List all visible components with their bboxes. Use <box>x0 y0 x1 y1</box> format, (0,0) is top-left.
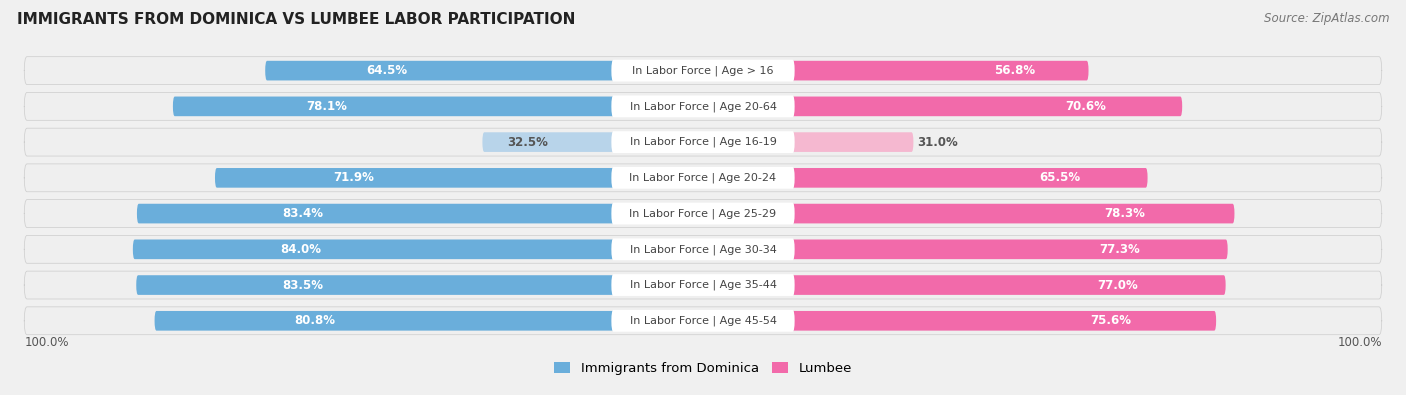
FancyBboxPatch shape <box>24 164 1382 192</box>
Text: 31.0%: 31.0% <box>917 135 957 149</box>
Text: In Labor Force | Age 45-54: In Labor Force | Age 45-54 <box>630 316 776 326</box>
FancyBboxPatch shape <box>155 311 703 331</box>
Text: 70.6%: 70.6% <box>1064 100 1105 113</box>
FancyBboxPatch shape <box>703 311 1216 331</box>
FancyBboxPatch shape <box>612 239 794 260</box>
Text: In Labor Force | Age 16-19: In Labor Force | Age 16-19 <box>630 137 776 147</box>
FancyBboxPatch shape <box>482 132 703 152</box>
Text: 100.0%: 100.0% <box>1337 337 1382 350</box>
FancyBboxPatch shape <box>703 275 1226 295</box>
Text: In Labor Force | Age 20-64: In Labor Force | Age 20-64 <box>630 101 776 112</box>
FancyBboxPatch shape <box>703 239 1227 259</box>
FancyBboxPatch shape <box>266 61 703 81</box>
FancyBboxPatch shape <box>703 132 914 152</box>
FancyBboxPatch shape <box>612 131 794 153</box>
Text: 64.5%: 64.5% <box>366 64 406 77</box>
FancyBboxPatch shape <box>703 61 1088 81</box>
FancyBboxPatch shape <box>24 128 1382 156</box>
FancyBboxPatch shape <box>703 204 1234 224</box>
FancyBboxPatch shape <box>24 235 1382 263</box>
Text: 84.0%: 84.0% <box>280 243 321 256</box>
FancyBboxPatch shape <box>215 168 703 188</box>
FancyBboxPatch shape <box>703 168 1147 188</box>
FancyBboxPatch shape <box>612 274 794 296</box>
FancyBboxPatch shape <box>612 96 794 117</box>
Text: 56.8%: 56.8% <box>994 64 1036 77</box>
Text: 83.4%: 83.4% <box>283 207 323 220</box>
Text: IMMIGRANTS FROM DOMINICA VS LUMBEE LABOR PARTICIPATION: IMMIGRANTS FROM DOMINICA VS LUMBEE LABOR… <box>17 12 575 27</box>
Text: In Labor Force | Age 30-34: In Labor Force | Age 30-34 <box>630 244 776 254</box>
Text: 75.6%: 75.6% <box>1090 314 1132 327</box>
Text: 100.0%: 100.0% <box>24 337 69 350</box>
Text: In Labor Force | Age 25-29: In Labor Force | Age 25-29 <box>630 208 776 219</box>
FancyBboxPatch shape <box>173 96 703 116</box>
Text: In Labor Force | Age > 16: In Labor Force | Age > 16 <box>633 66 773 76</box>
Text: In Labor Force | Age 20-24: In Labor Force | Age 20-24 <box>630 173 776 183</box>
FancyBboxPatch shape <box>612 310 794 332</box>
FancyBboxPatch shape <box>612 167 794 189</box>
FancyBboxPatch shape <box>612 203 794 224</box>
FancyBboxPatch shape <box>24 307 1382 335</box>
FancyBboxPatch shape <box>24 92 1382 120</box>
FancyBboxPatch shape <box>24 271 1382 299</box>
FancyBboxPatch shape <box>136 204 703 224</box>
Text: 78.3%: 78.3% <box>1104 207 1144 220</box>
FancyBboxPatch shape <box>136 275 703 295</box>
FancyBboxPatch shape <box>612 60 794 81</box>
Text: 71.9%: 71.9% <box>333 171 374 184</box>
FancyBboxPatch shape <box>24 199 1382 228</box>
Text: 65.5%: 65.5% <box>1039 171 1080 184</box>
FancyBboxPatch shape <box>24 57 1382 85</box>
Text: 78.1%: 78.1% <box>307 100 347 113</box>
FancyBboxPatch shape <box>132 239 703 259</box>
Text: 32.5%: 32.5% <box>508 135 548 149</box>
Text: In Labor Force | Age 35-44: In Labor Force | Age 35-44 <box>630 280 776 290</box>
Text: 77.0%: 77.0% <box>1098 278 1139 292</box>
Legend: Immigrants from Dominica, Lumbee: Immigrants from Dominica, Lumbee <box>548 356 858 380</box>
Text: Source: ZipAtlas.com: Source: ZipAtlas.com <box>1264 12 1389 25</box>
FancyBboxPatch shape <box>703 96 1182 116</box>
Text: 80.8%: 80.8% <box>294 314 335 327</box>
Text: 77.3%: 77.3% <box>1099 243 1140 256</box>
Text: 83.5%: 83.5% <box>283 278 323 292</box>
